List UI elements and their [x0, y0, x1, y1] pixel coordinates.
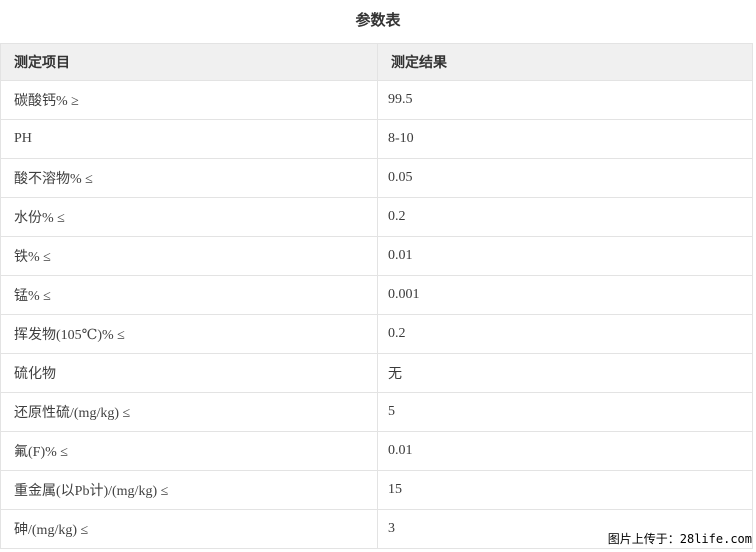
column-header-item: 测定项目 — [0, 43, 378, 81]
table-row: 锰% ≤0.001 — [0, 275, 753, 315]
table-row: 重金属(以Pb计)/(mg/kg) ≤15 — [0, 470, 753, 510]
result-cell: 15 — [377, 470, 753, 510]
result-cell: 0.01 — [377, 431, 753, 471]
table-row: PH 8-10 — [0, 119, 753, 159]
result-cell: 0.05 — [377, 158, 753, 198]
result-cell: 0.001 — [377, 275, 753, 315]
item-cell: 酸不溶物% ≤ — [0, 158, 378, 198]
result-cell: 0.2 — [377, 314, 753, 354]
result-cell: 99.5 — [377, 80, 753, 120]
item-cell: 碳酸钙% ≥ — [0, 80, 378, 120]
page-title: 参数表 — [355, 13, 401, 29]
table-row: 酸不溶物% ≤0.05 — [0, 158, 753, 198]
item-cell: PH — [0, 119, 378, 159]
result-cell: 0.01 — [377, 236, 753, 276]
item-cell: 锰% ≤ — [0, 275, 378, 315]
table-row: 水份% ≤0.2 — [0, 197, 753, 237]
item-cell: 砷/(mg/kg) ≤ — [0, 509, 378, 549]
parameter-table: 测定项目 测定结果 碳酸钙% ≥99.5 PH 8-10 酸不溶物% ≤0.05 水份%… — [0, 43, 753, 549]
item-cell: 氟(F)% ≤ — [0, 431, 378, 471]
watermark-text: 图片上传于：28life.com — [607, 532, 752, 546]
item-cell: 重金属(以Pb计)/(mg/kg) ≤ — [0, 470, 378, 510]
result-cell: 0.2 — [377, 197, 753, 237]
table-body: 碳酸钙% ≥99.5 PH 8-10 酸不溶物% ≤0.05 水份% ≤0.2 铁% ≤0… — [0, 80, 753, 549]
result-cell: 3 — [377, 509, 753, 549]
table-row: 挥发物(105℃)% ≤0.2 — [0, 314, 753, 354]
item-cell: 还原性硫/(mg/kg) ≤ — [0, 392, 378, 432]
item-cell: 硫化物 — [0, 353, 378, 393]
item-cell: 挥发物(105℃)% ≤ — [0, 314, 378, 354]
table-row: 还原性硫/(mg/kg) ≤5 — [0, 392, 753, 432]
item-cell: 水份% ≤ — [0, 197, 378, 237]
table-row: 碳酸钙% ≥99.5 — [0, 80, 753, 120]
table-row: 砷/(mg/kg) ≤3 — [0, 509, 753, 549]
table-header-row: 测定项目 测定结果 — [0, 43, 753, 81]
result-cell: 无 — [377, 353, 753, 393]
result-cell: 5 — [377, 392, 753, 432]
table-row: 硫化物无 — [0, 353, 753, 393]
table-row: 铁% ≤0.01 — [0, 236, 753, 276]
item-cell: 铁% ≤ — [0, 236, 378, 276]
result-cell: 8-10 — [377, 119, 753, 159]
column-header-result: 测定结果 — [377, 43, 753, 81]
table-row: 氟(F)% ≤0.01 — [0, 431, 753, 471]
